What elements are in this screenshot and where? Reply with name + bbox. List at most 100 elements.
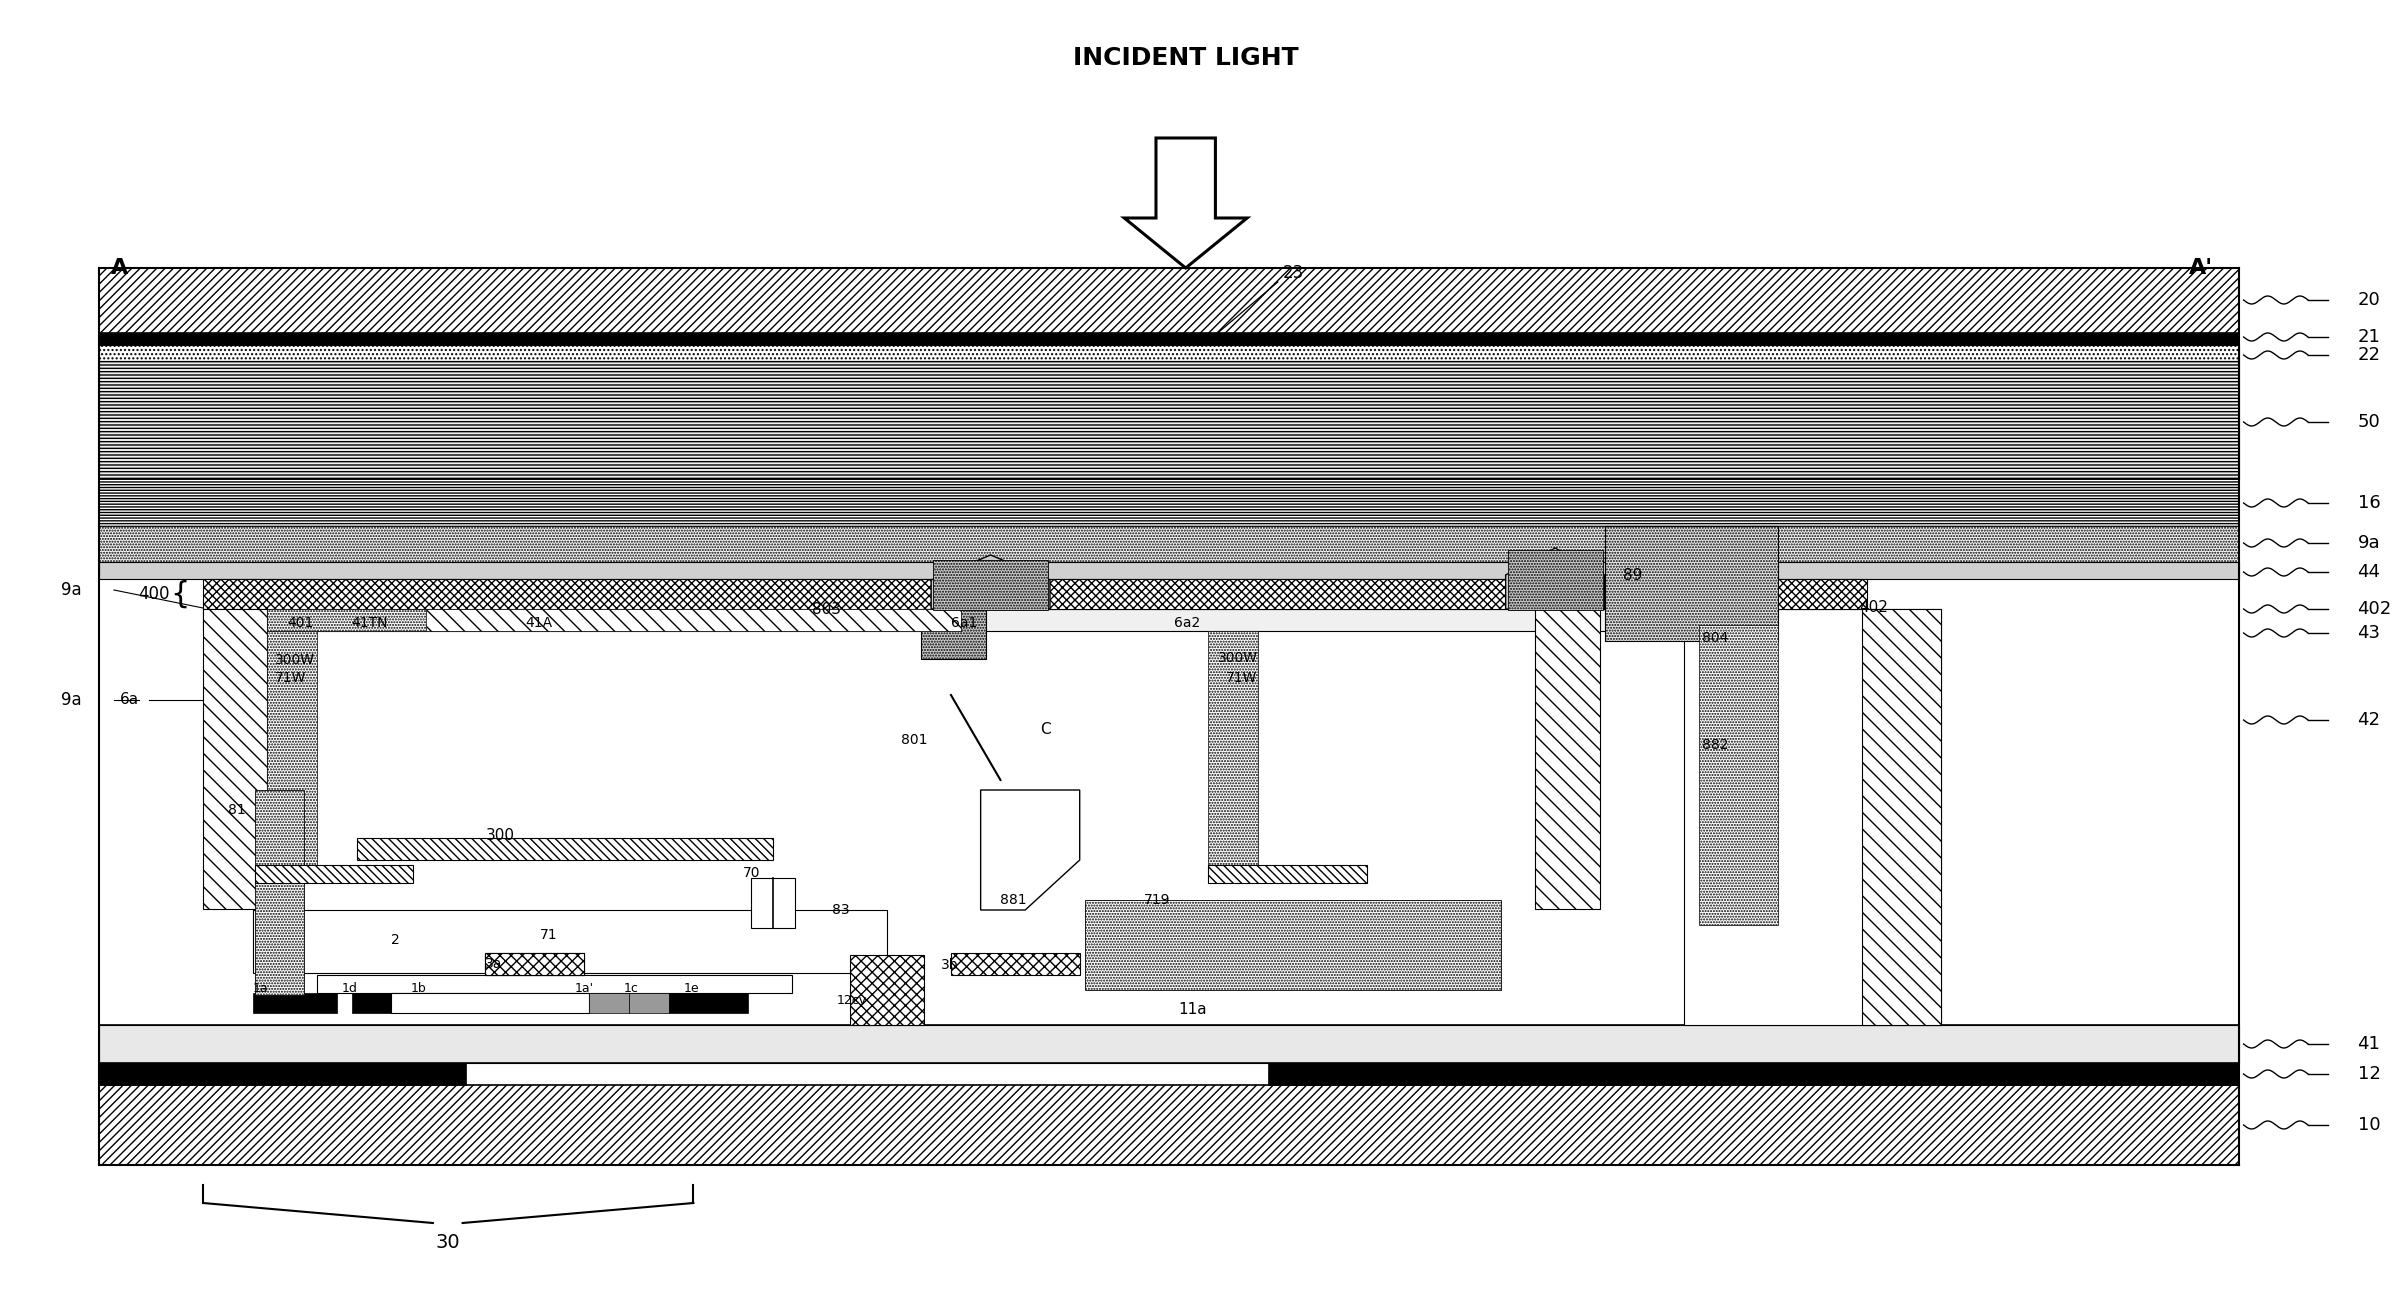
Bar: [922, 608, 987, 660]
Text: A: A: [110, 258, 129, 279]
Text: 12cv: 12cv: [836, 993, 867, 1007]
Text: 402: 402: [2357, 600, 2393, 618]
Text: 9a: 9a: [62, 691, 81, 710]
Text: 89: 89: [1621, 568, 1643, 582]
Text: 6a: 6a: [120, 692, 139, 707]
Text: 3b: 3b: [941, 958, 958, 972]
Polygon shape: [1123, 138, 1248, 268]
Bar: [251, 993, 338, 1013]
Text: INCIDENT LIGHT: INCIDENT LIGHT: [1073, 46, 1298, 70]
Text: 300W: 300W: [1219, 650, 1257, 665]
Bar: [98, 1063, 465, 1085]
Text: 804: 804: [1703, 631, 1729, 645]
Bar: [98, 1025, 2239, 1063]
Text: 22: 22: [2357, 346, 2381, 364]
Bar: [1506, 551, 1602, 610]
Bar: [1209, 865, 1368, 883]
Bar: [204, 579, 1942, 1025]
Bar: [668, 993, 747, 1013]
Text: 41A: 41A: [525, 616, 553, 629]
Text: C: C: [1039, 723, 1051, 737]
Text: 23: 23: [1284, 264, 1303, 283]
Text: 41TN: 41TN: [352, 616, 388, 629]
Bar: [204, 579, 1868, 608]
Text: 43: 43: [2357, 624, 2381, 643]
Bar: [850, 955, 924, 1025]
Bar: [934, 560, 1049, 610]
Text: 70: 70: [742, 866, 762, 880]
Bar: [426, 608, 960, 631]
Text: 50: 50: [2357, 413, 2381, 431]
Text: 10: 10: [2357, 1116, 2381, 1134]
Text: 44: 44: [2357, 562, 2381, 581]
Bar: [486, 953, 584, 975]
Bar: [1684, 608, 1942, 1025]
Bar: [98, 332, 2239, 346]
Bar: [98, 361, 2239, 480]
Bar: [1535, 608, 1600, 909]
Bar: [98, 579, 2239, 1025]
Text: 1d: 1d: [342, 982, 357, 995]
Text: 71: 71: [539, 928, 558, 942]
Bar: [98, 480, 2239, 526]
Bar: [1863, 608, 1942, 1025]
Text: 2: 2: [390, 933, 400, 947]
Text: 9a: 9a: [2357, 533, 2381, 552]
Bar: [268, 631, 316, 871]
Bar: [268, 608, 960, 631]
Bar: [254, 790, 304, 995]
Bar: [98, 1085, 2239, 1166]
Bar: [1698, 625, 1777, 925]
Bar: [98, 526, 2239, 562]
Text: 1c: 1c: [625, 982, 639, 995]
Text: 9a: 9a: [62, 581, 81, 599]
Text: 12: 12: [2357, 1066, 2381, 1083]
Polygon shape: [1506, 548, 1605, 608]
Text: 401: 401: [287, 616, 314, 629]
Polygon shape: [932, 555, 1049, 608]
Bar: [630, 993, 668, 1013]
Text: 21: 21: [2357, 328, 2381, 346]
Text: 400: 400: [139, 585, 170, 603]
Text: 20: 20: [2357, 290, 2381, 309]
Text: 402: 402: [1859, 599, 1887, 615]
Bar: [251, 911, 886, 972]
Bar: [254, 865, 412, 883]
Text: 42: 42: [2357, 711, 2381, 729]
Text: 6a1: 6a1: [951, 616, 977, 629]
Text: 881: 881: [1001, 894, 1027, 907]
Bar: [204, 608, 268, 909]
Text: 801: 801: [901, 733, 927, 746]
Text: 1b: 1b: [412, 982, 426, 995]
Text: 30: 30: [436, 1234, 460, 1252]
Bar: [1267, 1063, 2239, 1085]
Bar: [486, 953, 584, 975]
Text: 882: 882: [1703, 738, 1729, 752]
Text: 719: 719: [1145, 894, 1171, 907]
Text: 1a': 1a': [575, 982, 594, 995]
Text: 3a: 3a: [486, 957, 503, 971]
Bar: [752, 878, 795, 928]
Bar: [98, 268, 2239, 332]
Bar: [951, 953, 1080, 975]
Text: 83: 83: [831, 903, 850, 917]
Text: 16: 16: [2357, 494, 2381, 512]
Text: 81: 81: [228, 803, 247, 817]
Bar: [204, 608, 1868, 631]
Text: 11a: 11a: [1178, 1003, 1207, 1017]
Bar: [98, 562, 2239, 579]
Text: {: {: [170, 579, 189, 608]
Bar: [357, 838, 774, 859]
Bar: [352, 993, 390, 1013]
Bar: [98, 346, 2239, 361]
Text: 6a2: 6a2: [1174, 616, 1200, 629]
Text: A': A': [2189, 258, 2213, 279]
Polygon shape: [980, 790, 1080, 911]
Bar: [1605, 526, 1777, 641]
Text: 41: 41: [2357, 1035, 2381, 1053]
Bar: [316, 975, 793, 993]
Bar: [1085, 900, 1502, 989]
Text: 71W: 71W: [1226, 671, 1257, 685]
Text: 803: 803: [812, 603, 841, 618]
Bar: [390, 993, 589, 1013]
